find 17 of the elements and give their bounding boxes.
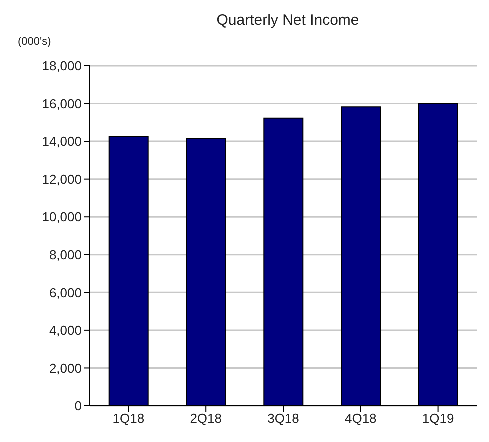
y-tick-label: 0	[74, 398, 82, 414]
y-tick-label: 6,000	[49, 285, 82, 300]
y-tick-label: 8,000	[49, 248, 82, 263]
x-tick-label: 2Q18	[190, 411, 222, 426]
y-tick-label: 16,000	[42, 96, 82, 112]
x-tick-label: 1Q19	[422, 411, 454, 426]
y-axis-title: (000's)	[18, 36, 52, 48]
x-tick-label: 4Q18	[344, 411, 377, 426]
y-tick-label: 12,000	[42, 172, 82, 187]
y-tick-label: 18,000	[42, 58, 82, 74]
y-tick-label: 10,000	[42, 210, 82, 225]
y-tick-label: 4,000	[49, 323, 82, 338]
x-tick-label: 1Q18	[112, 411, 145, 426]
x-tick-label: 3Q18	[268, 411, 300, 426]
y-tick-label: 14,000	[42, 134, 82, 150]
y-tick-label: 2,000	[49, 360, 82, 376]
chart-title: Quarterly Net Income	[216, 12, 360, 29]
